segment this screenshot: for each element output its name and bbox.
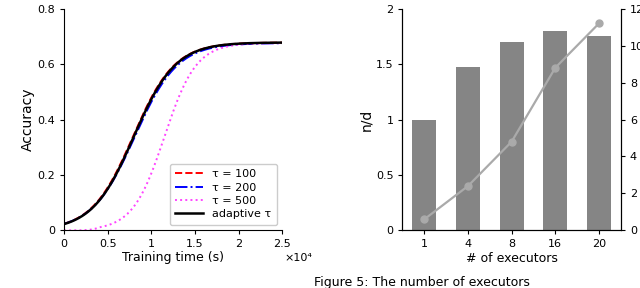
adaptive τ <box>60 222 68 226</box>
τ = 500 <box>85 228 93 232</box>
τ = 200 <box>154 90 161 93</box>
X-axis label: Training time (s): Training time (s) <box>122 251 224 264</box>
τ = 100 <box>98 194 106 198</box>
τ = 200 <box>251 42 259 46</box>
Y-axis label: n/d: n/d <box>359 108 373 131</box>
τ = 200 <box>98 196 106 199</box>
Line: τ = 500: τ = 500 <box>64 43 282 230</box>
τ = 500 <box>274 41 282 45</box>
Line: τ = 100: τ = 100 <box>64 43 282 224</box>
τ = 100 <box>274 41 282 44</box>
τ = 200 <box>60 222 68 226</box>
τ = 500 <box>144 180 152 184</box>
τ = 200 <box>85 209 93 213</box>
τ = 500 <box>60 229 68 232</box>
Line: adaptive τ: adaptive τ <box>64 43 282 224</box>
adaptive τ <box>98 196 106 199</box>
Bar <box>587 36 611 230</box>
τ = 100 <box>144 103 152 106</box>
Bar <box>543 31 567 230</box>
Bar <box>456 67 480 230</box>
τ = 200 <box>278 41 286 45</box>
τ = 200 <box>274 41 282 45</box>
τ = 500 <box>278 41 286 45</box>
τ = 100 <box>251 41 259 45</box>
Bar <box>500 42 524 230</box>
Y-axis label: Accuracy: Accuracy <box>20 88 35 151</box>
adaptive τ <box>251 41 259 45</box>
adaptive τ <box>85 209 93 213</box>
τ = 100 <box>154 86 161 89</box>
Bar <box>412 120 436 230</box>
Text: ×10⁴: ×10⁴ <box>285 253 312 263</box>
τ = 500 <box>98 225 106 229</box>
adaptive τ <box>274 41 282 44</box>
τ = 100 <box>278 41 286 44</box>
adaptive τ <box>144 105 152 108</box>
adaptive τ <box>154 87 161 90</box>
τ = 100 <box>85 209 93 212</box>
τ = 500 <box>154 156 161 160</box>
τ = 500 <box>251 42 259 46</box>
Text: Figure 5: The number of executors: Figure 5: The number of executors <box>314 276 531 288</box>
Legend: τ = 100, τ = 200, τ = 500, adaptive τ: τ = 100, τ = 200, τ = 500, adaptive τ <box>170 164 276 225</box>
τ = 200 <box>144 107 152 111</box>
τ = 100 <box>60 222 68 226</box>
X-axis label: # of executors: # of executors <box>466 252 557 265</box>
Line: τ = 200: τ = 200 <box>64 43 282 224</box>
adaptive τ <box>278 41 286 44</box>
